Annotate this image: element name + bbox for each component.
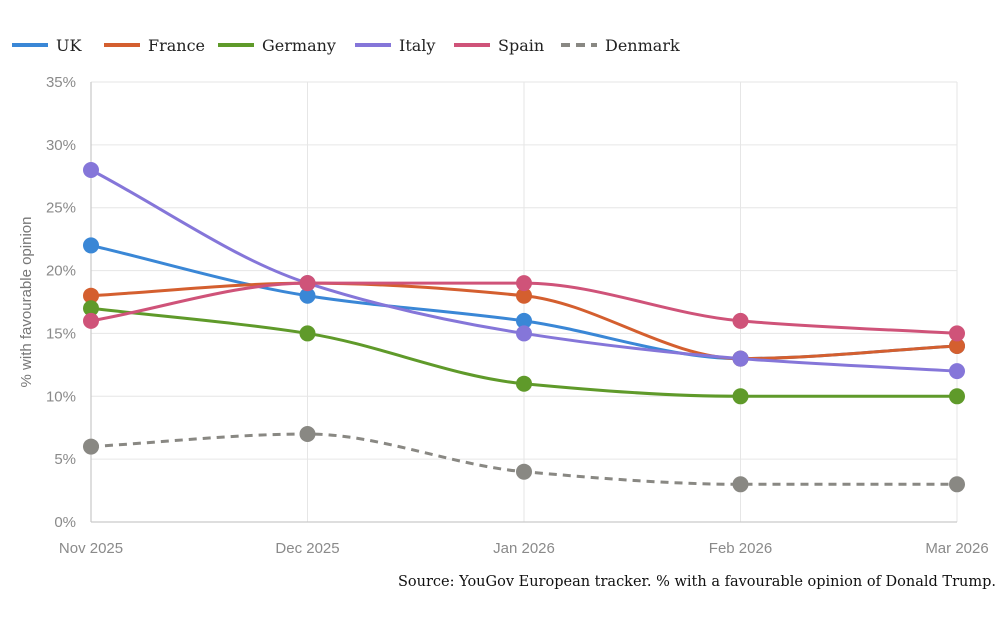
data-point-spain[interactable]: [83, 312, 99, 329]
data-point-italy[interactable]: [732, 350, 749, 367]
x-tick-label: Feb 2026: [709, 540, 772, 557]
legend-label: France: [148, 36, 205, 55]
data-point-uk[interactable]: [83, 237, 99, 254]
legend-item-spain[interactable]: Spain: [454, 36, 544, 55]
data-point-spain[interactable]: [949, 325, 965, 342]
data-point-denmark[interactable]: [732, 476, 749, 493]
data-point-denmark[interactable]: [949, 476, 965, 493]
x-tick-label: Jan 2026: [493, 540, 555, 557]
x-tick-label: Mar 2026: [925, 540, 988, 557]
data-point-uk[interactable]: [299, 287, 316, 304]
y-tick-label: 35%: [46, 74, 76, 91]
data-point-germany[interactable]: [83, 300, 99, 317]
data-point-denmark[interactable]: [299, 426, 316, 442]
data-point-germany[interactable]: [516, 375, 532, 392]
data-point-germany[interactable]: [949, 388, 965, 405]
data-point-germany[interactable]: [732, 388, 749, 405]
legend-item-germany[interactable]: Germany: [218, 36, 336, 55]
data-point-germany[interactable]: [299, 325, 316, 342]
data-point-denmark[interactable]: [83, 438, 99, 455]
legend-label: Spain: [498, 36, 544, 55]
data-point-italy[interactable]: [83, 162, 99, 178]
legend-item-italy[interactable]: Italy: [355, 36, 435, 55]
data-point-france[interactable]: [516, 287, 532, 304]
legend-item-denmark[interactable]: Denmark: [561, 36, 680, 55]
y-tick-label: 10%: [46, 388, 76, 405]
legend-label: Germany: [262, 36, 336, 55]
data-point-france[interactable]: [83, 287, 99, 304]
data-point-italy[interactable]: [949, 363, 965, 380]
y-tick-label: 25%: [46, 200, 76, 217]
series-points: [83, 162, 965, 493]
y-tick-label: 5%: [54, 451, 76, 468]
x-tick-label: Nov 2025: [59, 540, 123, 557]
data-point-france[interactable]: [949, 338, 965, 354]
data-point-spain[interactable]: [299, 275, 316, 292]
legend: UK France Germany Italy Spain Denmark: [12, 36, 680, 55]
y-tick-label: 0%: [54, 514, 76, 531]
grid: [91, 81, 958, 522]
legend-label: UK: [56, 36, 82, 55]
y-axis-label: % with favourable opinion: [18, 217, 35, 388]
data-point-spain[interactable]: [516, 275, 532, 292]
y-tick-label: 30%: [46, 137, 76, 154]
data-point-uk[interactable]: [516, 312, 532, 329]
legend-label: Denmark: [605, 36, 680, 55]
axes: 0% 5% 10% 15% 20% 25% 30% 35% Nov 2025 Dec 2025 Ja…: [46, 74, 989, 557]
data-point-denmark[interactable]: [516, 463, 532, 480]
legend-label: Italy: [399, 36, 435, 55]
data-point-italy[interactable]: [516, 325, 532, 342]
legend-item-uk[interactable]: UK: [12, 36, 82, 55]
source-note: Source: YouGov European tracker. % with …: [398, 574, 996, 590]
legend-item-france[interactable]: France: [104, 36, 205, 55]
y-tick-label: 20%: [46, 263, 76, 280]
data-point-spain[interactable]: [732, 312, 749, 329]
x-tick-label: Dec 2025: [275, 540, 339, 557]
y-tick-label: 15%: [46, 325, 76, 342]
